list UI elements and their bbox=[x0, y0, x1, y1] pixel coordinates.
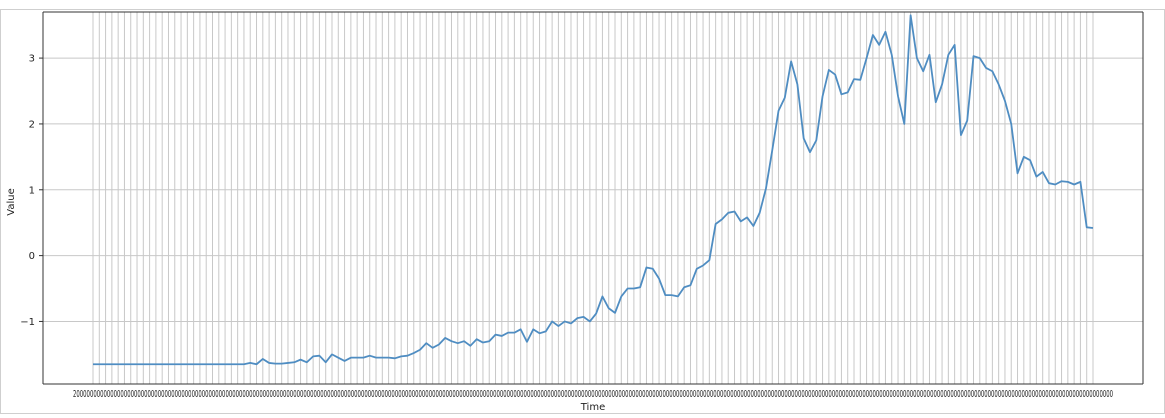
y-tick-label: 1 bbox=[29, 185, 35, 196]
y-axis-label: Value bbox=[6, 188, 17, 215]
y-tick-label: 3 bbox=[29, 54, 35, 65]
horizontal-gridlines bbox=[43, 57, 1143, 322]
y-axis-ticks: −1 0 1 2 3 bbox=[20, 54, 43, 328]
y-tick-label: 0 bbox=[29, 251, 35, 262]
x-tick-labels: 2000000000000000000000000000000000000000… bbox=[73, 389, 1113, 400]
y-tick-label: 2 bbox=[29, 119, 35, 130]
axes-spines bbox=[42, 11, 1144, 385]
x-axis-label: Time bbox=[580, 402, 605, 413]
y-tick-label: −1 bbox=[20, 317, 35, 328]
series-line bbox=[93, 14, 1094, 366]
series-layer bbox=[93, 14, 1094, 366]
vertical-gridlines bbox=[92, 12, 1094, 384]
